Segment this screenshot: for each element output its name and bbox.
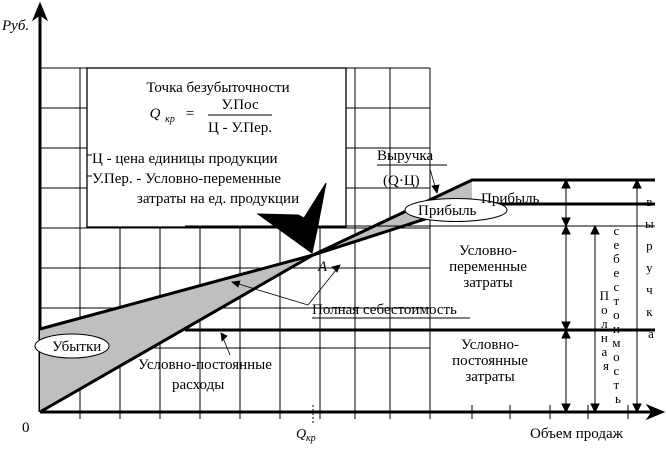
svg-text:П о л н: П о л н а я: [600, 288, 613, 373]
svg-text:Объем продаж: Объем продаж: [530, 426, 624, 442]
svg-text:У.Пер. - Условно-переменные: У.Пер. - Условно-переменные: [92, 171, 281, 187]
svg-text:Ц - цена единицы продукции: Ц - цена единицы продукции: [92, 151, 278, 167]
svg-text:Прибыль: Прибыль: [481, 191, 540, 207]
svg-text:затраты: затраты: [465, 369, 514, 385]
svg-text:затраты на ед. продукции: затраты на ед. продукции: [137, 191, 299, 207]
svg-text:расходы: расходы: [172, 377, 224, 393]
svg-text:кр: кр: [306, 433, 316, 444]
svg-text:Руб.: Руб.: [1, 18, 29, 34]
svg-text:в ы р у: в ы р у ч к а: [645, 194, 657, 341]
svg-text:У.Пос: У.Пос: [221, 97, 259, 113]
svg-text:постоянные: постоянные: [452, 353, 528, 369]
svg-text:Точка безубыточности: Точка безубыточности: [146, 80, 289, 96]
svg-text:(Q·Ц): (Q·Ц): [383, 173, 420, 189]
svg-text:A: A: [317, 259, 328, 275]
svg-text:Ц - У.Пер.: Ц - У.Пер.: [208, 120, 272, 136]
svg-text:Условно-: Условно-: [461, 337, 519, 353]
svg-text:0: 0: [22, 420, 30, 436]
svg-text:с е б е: с е б е с т о и м о с т ь: [612, 223, 623, 406]
svg-text:Условно-: Условно-: [459, 243, 517, 259]
svg-text:Q: Q: [150, 106, 161, 122]
svg-text:Q: Q: [296, 427, 306, 442]
svg-text:Прибыль: Прибыль: [418, 203, 477, 219]
svg-text:переменные: переменные: [449, 259, 527, 275]
svg-text:Выручка: Выручка: [377, 148, 433, 164]
svg-text:кр: кр: [165, 114, 175, 125]
svg-text:Полная себестоимость: Полная себестоимость: [312, 302, 457, 318]
svg-text:Убытки: Убытки: [52, 339, 101, 355]
svg-text:затраты: затраты: [463, 275, 512, 291]
svg-text:=: =: [186, 106, 194, 122]
svg-text:Условно-постоянные: Условно-постоянные: [138, 357, 272, 373]
